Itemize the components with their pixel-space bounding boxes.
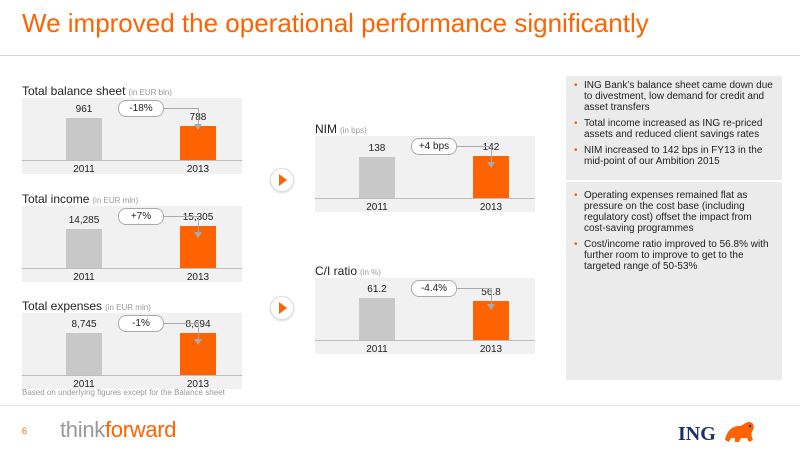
bullet-nim: NIM increased to 142 bps in FY13 in the … bbox=[574, 145, 774, 167]
chart-title: Total balance sheet (in EUR bln) bbox=[22, 84, 172, 98]
title-divider bbox=[0, 55, 800, 56]
data-label: 8,745 bbox=[71, 319, 97, 330]
change-connector bbox=[455, 146, 492, 163]
chart-nim: NIM (in bps) 138 2011 142 2013 +4 bps bbox=[315, 122, 535, 213]
category-label: 2013 bbox=[186, 272, 210, 283]
play-arrow-icon bbox=[270, 168, 294, 192]
chart-baseline bbox=[315, 198, 535, 199]
category-label: 2013 bbox=[479, 202, 503, 213]
page-title: We improved the operational performance … bbox=[22, 8, 649, 38]
category-label: 2013 bbox=[479, 344, 503, 355]
category-label: 2011 bbox=[73, 379, 95, 390]
chart-total-balance-sheet: Total balance sheet (in EUR bln) 961 2011 78… bbox=[22, 84, 242, 175]
chart-title-text: NIM bbox=[315, 122, 337, 136]
bullet-balance-sheet: ING Bank’s balance sheet came down due t… bbox=[574, 80, 774, 113]
data-label: 961 bbox=[75, 104, 93, 115]
lion-icon bbox=[724, 422, 754, 442]
data-label: 138 bbox=[368, 143, 386, 154]
chart-unit: (in EUR mln) bbox=[105, 303, 151, 312]
change-arrow-icon bbox=[194, 339, 202, 345]
category-label: 2013 bbox=[186, 164, 210, 175]
change-arrow-icon bbox=[487, 162, 495, 168]
bullet-operating-expenses: Operating expenses remained flat as pres… bbox=[574, 190, 774, 234]
category-label: 2011 bbox=[366, 202, 388, 213]
change-badge: +7% bbox=[118, 208, 164, 225]
bar-2011 bbox=[66, 118, 102, 160]
chart-baseline bbox=[315, 340, 535, 341]
bar-2011 bbox=[359, 157, 395, 198]
bar-2011 bbox=[66, 333, 102, 375]
change-badge: +4 bps bbox=[411, 138, 457, 155]
bar-2013 bbox=[180, 126, 216, 160]
chart-unit: (in %) bbox=[360, 268, 381, 277]
chart-baseline bbox=[22, 375, 242, 376]
chart-title: C/I ratio (in %) bbox=[315, 264, 381, 278]
change-arrow-icon bbox=[194, 124, 202, 130]
chart-baseline bbox=[22, 268, 242, 269]
change-badge: -4.4% bbox=[411, 280, 457, 297]
chart-title: NIM (in bps) bbox=[315, 122, 367, 136]
footnote: Based on underlying figures except for t… bbox=[22, 388, 225, 397]
change-connector bbox=[162, 108, 199, 125]
data-label: 14,285 bbox=[68, 215, 100, 226]
chart-title: Total income (in EUR mln) bbox=[22, 192, 138, 206]
chart-unit: (in EUR mln) bbox=[92, 196, 139, 205]
change-badge: -1% bbox=[118, 315, 164, 332]
chart-title-text: Total expenses bbox=[22, 299, 103, 313]
play-arrow-icon bbox=[270, 296, 294, 320]
data-label: 61.2 bbox=[367, 284, 387, 295]
brand-think: think bbox=[60, 417, 105, 442]
commentary-panel: ING Bank’s balance sheet came down due t… bbox=[566, 76, 782, 380]
change-connector bbox=[455, 288, 492, 305]
bar-2011 bbox=[66, 229, 102, 268]
bar-2011 bbox=[359, 298, 395, 340]
chart-total-expenses: Total expenses (in EUR mln) 8,745 2011 8,694… bbox=[22, 299, 242, 390]
bullet-cost-income: Cost/income ratio improved to 56.8% with… bbox=[574, 239, 774, 272]
category-label: 2011 bbox=[73, 272, 95, 283]
chart-ci-ratio: C/I ratio (in %) 61.2 2011 56.8 2013 -4.4% bbox=[315, 264, 535, 355]
change-arrow-icon bbox=[194, 232, 202, 238]
chart-unit: (in EUR bln) bbox=[128, 88, 172, 97]
chart-title-text: Total balance sheet bbox=[22, 84, 126, 98]
chart-baseline bbox=[22, 160, 242, 161]
page-number: 6 bbox=[22, 426, 28, 436]
chart-title-text: C/I ratio bbox=[315, 264, 358, 278]
panel-divider bbox=[566, 180, 782, 182]
category-label: 2011 bbox=[366, 344, 388, 355]
thinkforward-logo: thinkforward bbox=[60, 417, 177, 443]
change-connector bbox=[162, 323, 199, 340]
chart-total-income: Total income (in EUR mln) 14,285 2011 15,305… bbox=[22, 192, 242, 283]
change-badge: -18% bbox=[118, 100, 164, 117]
ing-logo: ING bbox=[678, 418, 757, 446]
brand-forward: forward bbox=[104, 417, 177, 442]
chart-title: Total expenses (in EUR mln) bbox=[22, 299, 151, 313]
chart-unit: (in bps) bbox=[340, 126, 367, 135]
ing-wordmark: ING bbox=[678, 423, 716, 445]
category-label: 2013 bbox=[186, 379, 210, 390]
category-label: 2011 bbox=[73, 164, 95, 175]
change-arrow-icon bbox=[487, 304, 495, 310]
change-connector bbox=[162, 216, 199, 233]
bullet-total-income: Total income increased as ING re-priced … bbox=[574, 118, 774, 140]
chart-title-text: Total income bbox=[22, 192, 90, 206]
footer-divider bbox=[0, 405, 800, 406]
